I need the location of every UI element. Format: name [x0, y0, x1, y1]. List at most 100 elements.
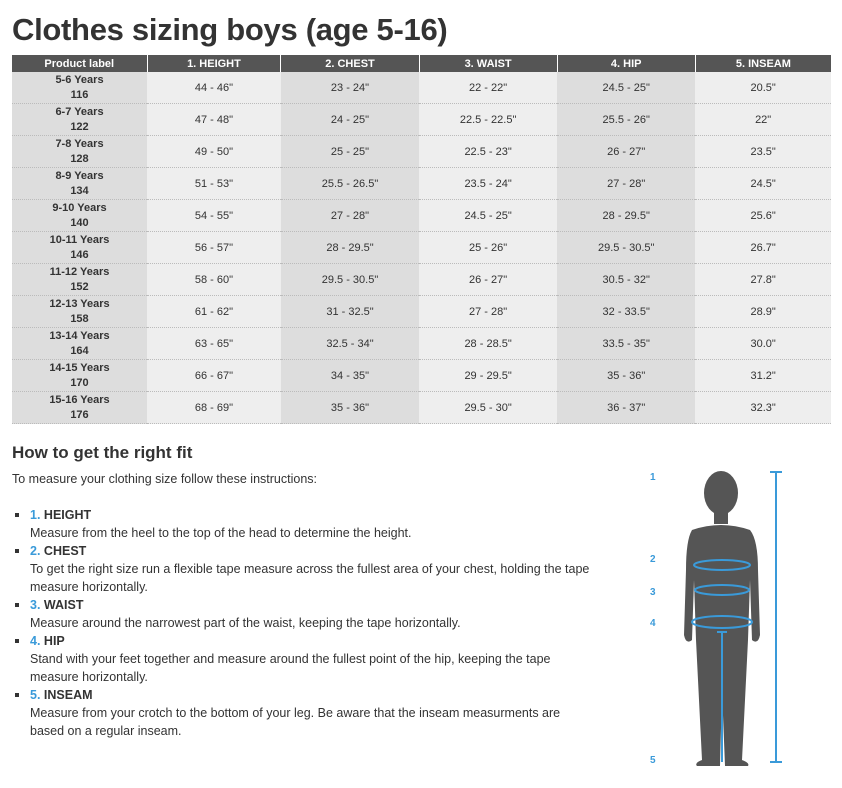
size-number: 116	[70, 88, 89, 101]
measurement-cell: 31 - 32.5"	[280, 295, 420, 328]
measurement-cell: 28 - 28.5"	[419, 327, 558, 360]
size-number: 140	[70, 216, 89, 229]
measurement-cell: 28 - 29.5"	[280, 231, 420, 264]
table-row: 13-14 Years 164 63 - 65" 32.5 - 34" 28 - 28.…	[12, 327, 831, 360]
age-range: 6-7 Years	[55, 105, 104, 118]
figure-label-4: 4	[650, 618, 656, 629]
size-number: 176	[70, 408, 89, 421]
measurement-cell: 32.3"	[695, 391, 831, 424]
figure-label-1: 1	[650, 472, 656, 483]
item-text: To get the right size run a flexible tap…	[30, 562, 590, 594]
age-range: 14-15 Years	[49, 361, 110, 374]
column-header: 5. INSEAM	[694, 55, 831, 72]
measurement-cell: 20.5"	[695, 72, 831, 104]
product-label: 6-7 Years 122	[12, 103, 147, 136]
measurement-cell: 28.9"	[695, 295, 831, 328]
size-number: 128	[70, 152, 89, 165]
figure-label-3: 3	[650, 587, 656, 598]
measurement-cell: 24 - 25"	[280, 103, 420, 136]
measurement-cell: 25 - 25"	[280, 135, 420, 168]
measurement-cell: 51 - 53"	[147, 167, 281, 200]
fit-item: 5. INSEAM Measure from your crotch to the…	[12, 686, 592, 740]
measurement-cell: 54 - 55"	[147, 199, 281, 232]
measurement-cell: 22.5 - 22.5"	[419, 103, 558, 136]
table-row: 15-16 Years 176 68 - 69" 35 - 36" 29.5 - 30"…	[12, 391, 831, 424]
measurement-cell: 56 - 57"	[147, 231, 281, 264]
item-number: 3.	[30, 598, 41, 612]
size-number: 152	[70, 280, 89, 293]
item-title: CHEST	[43, 544, 87, 558]
size-number: 122	[70, 120, 89, 133]
measurement-cell: 34 - 35"	[280, 359, 420, 392]
item-number: 4.	[30, 634, 41, 648]
measurement-cell: 33.5 - 35"	[557, 327, 696, 360]
measurement-cell: 24.5"	[695, 167, 831, 200]
age-range: 8-9 Years	[55, 169, 104, 182]
product-label: 15-16 Years 176	[12, 391, 147, 424]
item-text: Measure from your crotch to the bottom o…	[30, 706, 561, 738]
age-range: 7-8 Years	[55, 137, 104, 150]
product-label: 13-14 Years 164	[12, 327, 147, 360]
measurement-cell: 25 - 26"	[419, 231, 558, 264]
body-measurement-figure: 1 2 3 4 5	[650, 471, 782, 766]
measurement-cell: 63 - 65"	[147, 327, 281, 360]
measurement-cell: 27 - 28"	[280, 199, 420, 232]
measurement-cell: 25.6"	[695, 199, 831, 232]
measurement-cell: 35 - 36"	[280, 391, 420, 424]
table-row: 7-8 Years 128 49 - 50" 25 - 25" 22.5 - 23" 26…	[12, 135, 831, 168]
figure-label-5: 5	[650, 755, 656, 766]
size-number: 134	[70, 184, 89, 197]
measurement-cell: 28 - 29.5"	[557, 199, 696, 232]
column-header: 1. HEIGHT	[146, 55, 281, 72]
fit-instructions: 1. HEIGHT Measure from the heel to the to…	[12, 506, 592, 740]
measurement-cell: 25.5 - 26"	[557, 103, 696, 136]
measurement-cell: 29.5 - 30.5"	[280, 263, 420, 296]
measurement-cell: 35 - 36"	[557, 359, 696, 392]
measurement-cell: 22"	[695, 103, 831, 136]
product-label: 9-10 Years 140	[12, 199, 147, 232]
item-number: 1.	[30, 508, 41, 522]
size-number: 164	[70, 344, 89, 357]
size-table: Product label 1. HEIGHT 2. CHEST 3. WAIST 4.…	[12, 55, 831, 424]
item-number: 5.	[30, 688, 41, 702]
figure-label-2: 2	[650, 554, 656, 565]
table-row: 5-6 Years 116 44 - 46" 23 - 24" 22 - 22" 24.5…	[12, 72, 831, 104]
page-title: Clothes sizing boys (age 5-16)	[12, 12, 448, 47]
age-range: 13-14 Years	[49, 329, 110, 342]
table-row: 14-15 Years 170 66 - 67" 34 - 35" 29 - 29.5"…	[12, 359, 831, 392]
product-label: 11-12 Years 152	[12, 263, 147, 296]
product-label: 12-13 Years 158	[12, 295, 147, 328]
size-number: 146	[70, 248, 89, 261]
measurement-cell: 23.5"	[695, 135, 831, 168]
measurement-cell: 32 - 33.5"	[557, 295, 696, 328]
age-range: 5-6 Years	[55, 73, 104, 86]
measurement-cell: 36 - 37"	[557, 391, 696, 424]
product-label: 8-9 Years 134	[12, 167, 147, 200]
measurement-cell: 32.5 - 34"	[280, 327, 420, 360]
measurement-cell: 30.5 - 32"	[557, 263, 696, 296]
measurement-cell: 47 - 48"	[147, 103, 281, 136]
product-label: 10-11 Years 146	[12, 231, 147, 264]
table-row: 9-10 Years 140 54 - 55" 27 - 28" 24.5 - 25" 2…	[12, 199, 831, 232]
age-range: 11-12 Years	[49, 265, 110, 278]
column-header: 3. WAIST	[418, 55, 558, 72]
column-header: 2. CHEST	[280, 55, 420, 72]
age-range: 15-16 Years	[49, 393, 110, 406]
item-title: HEIGHT	[43, 508, 92, 522]
item-title: WAIST	[43, 598, 84, 612]
measurement-cell: 24.5 - 25"	[557, 72, 696, 104]
table-row: 12-13 Years 158 61 - 62" 31 - 32.5" 27 - 28"…	[12, 295, 831, 328]
measurement-cell: 24.5 - 25"	[419, 199, 558, 232]
table-row: 10-11 Years 146 56 - 57" 28 - 29.5" 25 - 26"…	[12, 231, 831, 264]
measurement-cell: 44 - 46"	[147, 72, 281, 104]
table-row: 6-7 Years 122 47 - 48" 24 - 25" 22.5 - 22.5"…	[12, 103, 831, 136]
measurement-cell: 61 - 62"	[147, 295, 281, 328]
measurement-cell: 27.8"	[695, 263, 831, 296]
measurement-cell: 29.5 - 30"	[419, 391, 558, 424]
table-row: 11-12 Years 152 58 - 60" 29.5 - 30.5" 26 - 2…	[12, 263, 831, 296]
measurement-cell: 23.5 - 24"	[419, 167, 558, 200]
size-number: 158	[70, 312, 89, 325]
fit-item: 2. CHEST To get the right size run a flex…	[12, 542, 592, 596]
measurement-cell: 23 - 24"	[280, 72, 420, 104]
measurement-cell: 58 - 60"	[147, 263, 281, 296]
